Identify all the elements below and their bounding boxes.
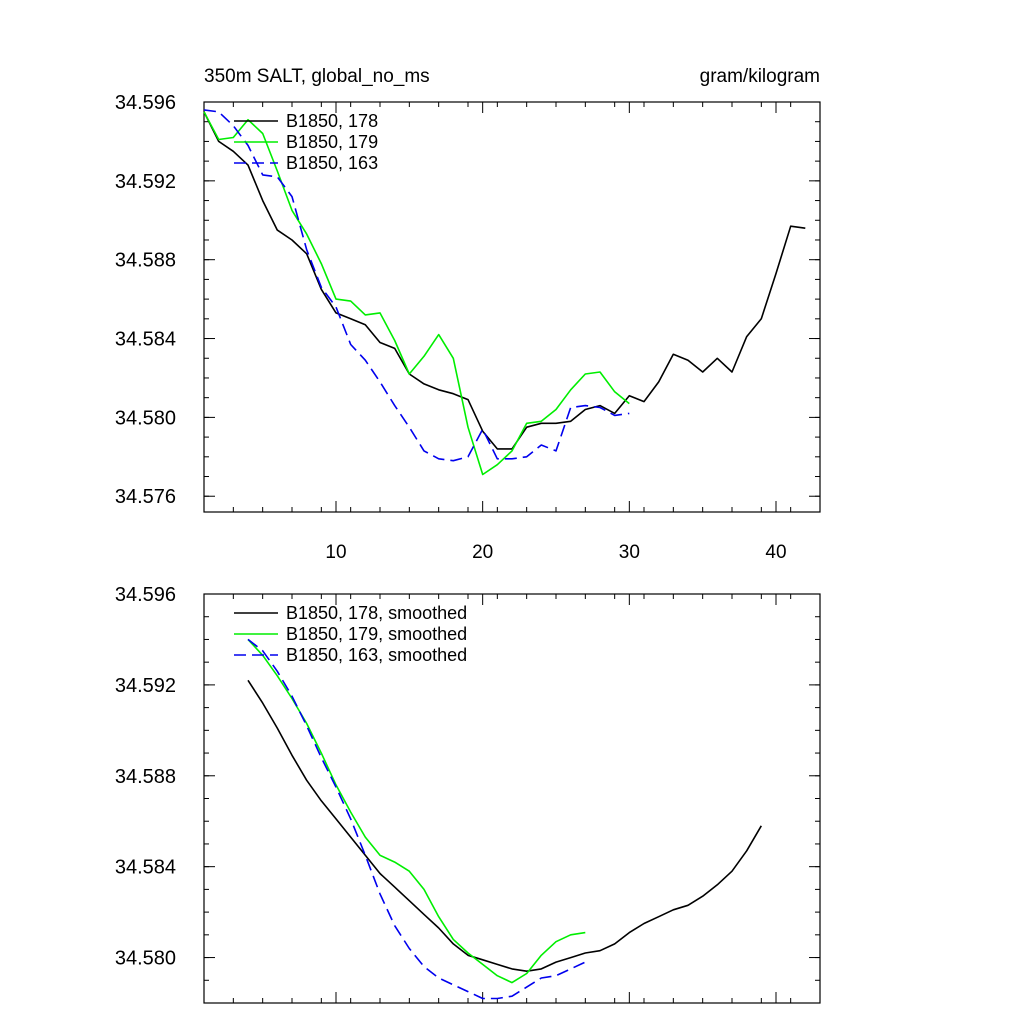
legend-label: B1850, 178 <box>286 111 378 131</box>
x-tick-label: 40 <box>765 542 786 563</box>
series-line <box>247 679 762 973</box>
plot-frame <box>203 101 821 513</box>
series-line <box>247 638 586 984</box>
y-tick-label: 34.588 <box>115 250 176 272</box>
legend-label: B1850, 179, smoothed <box>286 624 467 644</box>
y-tick-label: 34.592 <box>115 171 176 193</box>
legend-label: B1850, 179 <box>286 132 378 152</box>
x-tick-label: 30 <box>619 542 640 563</box>
series-line <box>203 111 630 476</box>
legend-label: B1850, 178, smoothed <box>286 603 467 623</box>
legend-label: B1850, 163, smoothed <box>286 645 467 665</box>
y-tick-label: 34.596 <box>115 584 176 606</box>
chart-1: 10 20 30 40 34.576 34.580 34.584 34.588 34.592 34… <box>115 92 821 563</box>
x-tick-label: 10 <box>325 542 346 563</box>
y-tick-label: 34.584 <box>115 857 176 879</box>
y-tick-label: 34.576 <box>115 486 176 508</box>
legend-label: B1850, 163 <box>286 153 378 173</box>
series-line <box>247 638 586 1000</box>
series-line <box>203 109 630 462</box>
series-line <box>203 111 806 450</box>
y-tick-label: 34.584 <box>115 329 176 351</box>
y-tick-label: 34.592 <box>115 675 176 697</box>
chart-2: 34.580 34.584 34.588 34.592 34.596 B1850, 178… <box>115 584 821 1004</box>
chart-1-title: 350m SALT, global_no_ms <box>204 66 430 87</box>
y-tick-label: 34.596 <box>115 92 176 114</box>
chart-1-units: gram/kilogram <box>700 66 820 87</box>
y-tick-label: 34.580 <box>115 948 176 970</box>
x-tick-label: 20 <box>472 542 493 563</box>
y-tick-label: 34.580 <box>115 407 176 429</box>
y-tick-label: 34.588 <box>115 766 176 788</box>
